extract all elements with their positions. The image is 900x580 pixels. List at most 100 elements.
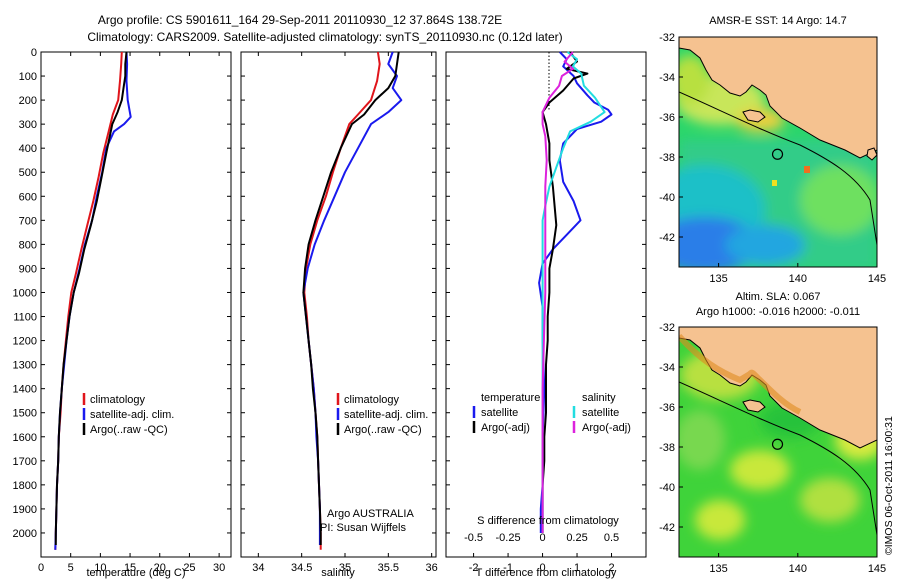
x-tick-label: 2	[608, 562, 614, 574]
difference-legend: temperature satellite Argo(-adj) salinit…	[472, 392, 631, 434]
sst-map-axes: 135 140 145 -32 -34 -36 -38 -40 -42	[659, 32, 886, 285]
sst-map-field	[679, 37, 877, 267]
legend-label-satellite: satellite-adj. clim.	[90, 409, 174, 421]
x-tick-label: 0	[539, 562, 545, 574]
sst-isobath	[679, 91, 877, 246]
temperature-xlabel: temperature (deg C)	[86, 567, 185, 579]
x-tick-label: 34.5	[291, 562, 312, 574]
top-x-tick-label: 0	[539, 532, 545, 544]
legend-label-argo: Argo(..raw -QC)	[90, 424, 168, 436]
y-tick-label: 800	[19, 239, 37, 251]
annotation-argo-australia: Argo AUSTRALIA	[327, 508, 414, 520]
y-tick-label: 1400	[13, 384, 37, 396]
x-tick-label: 10	[94, 562, 106, 574]
sla-coastal-band	[679, 334, 802, 415]
map-y-tick-label: -32	[659, 322, 675, 334]
map-y-tick-label: -32	[659, 32, 675, 44]
x-tick-label: 35.5	[378, 562, 399, 574]
kangaroo-island	[742, 109, 766, 123]
y-tick-label: 0	[31, 47, 37, 59]
map-y-tick-label: -36	[659, 112, 675, 124]
legend-label-t-argo: Argo(-adj)	[481, 422, 530, 434]
map-y-tick-label: -42	[659, 522, 675, 534]
y-tick-label: 900	[19, 263, 37, 275]
y-tick-label: 500	[19, 167, 37, 179]
y-tick-label: 1800	[13, 480, 37, 492]
y-tick-label: 1200	[13, 336, 37, 348]
x-tick-label: -1	[503, 562, 513, 574]
sla-map-field	[679, 327, 877, 557]
map-x-tick-label: 145	[868, 563, 886, 575]
top-x-tick-label: -0.25	[496, 532, 521, 544]
sla-argo-marker	[771, 438, 784, 450]
legend-label-s-satellite: satellite	[582, 407, 619, 419]
salinity-xlabel: salinity	[321, 567, 355, 579]
difference-panel: -2 -1 0 1 2 -0.5 -0.25 0 0.25 0.5 temperature sat…	[445, 51, 647, 579]
temperature-marks: 0100200300400500600700800900100011001200…	[13, 47, 231, 574]
series-line-argo-raw-qc-	[54, 51, 128, 545]
y-tick-label: 600	[19, 191, 37, 203]
map-x-tick-label: 135	[709, 273, 727, 285]
sla-map-title: Altim. SLA: 0.067	[736, 291, 821, 303]
legend-label-s-argo: Argo(-adj)	[582, 422, 631, 434]
series-line-s-argo-adj-	[541, 51, 574, 533]
sst-land-australia	[679, 37, 877, 159]
sla-map-axes: 135 140 145 -32 -34 -36 -38 -40 -42	[659, 322, 886, 575]
series-line-t-argo-adj-	[541, 51, 589, 533]
sla-field-high-3	[800, 478, 860, 522]
sst-map-frame	[678, 36, 878, 268]
map-y-tick-label: -38	[659, 442, 675, 454]
sla-map-frame	[678, 326, 878, 558]
sst-argo-marker	[771, 148, 784, 160]
temperature-panel: 0100200300400500600700800900100011001200…	[13, 47, 232, 579]
x-tick-label: 5	[68, 562, 74, 574]
sst-map-panel: AMSR-E SST: 14 Argo: 14.7 135 140 145 -32 -3…	[659, 15, 886, 285]
sla-field-high-1	[730, 450, 790, 490]
legend-label-t-satellite: satellite	[481, 407, 518, 419]
y-tick-label: 2000	[13, 528, 37, 540]
top-x-tick-label: 0.5	[604, 532, 619, 544]
y-tick-label: 700	[19, 215, 37, 227]
y-tick-label: 200	[19, 95, 37, 107]
top-x-tick-label: -0.5	[464, 532, 483, 544]
top-x-tick-label: 0.25	[566, 532, 587, 544]
difference-marks: -2 -1 0 1 2 -0.5 -0.25 0 0.25 0.5	[446, 51, 646, 574]
sst-hot-spot	[804, 166, 810, 173]
temperature-legend: climatology satellite-adj. clim. Argo(..…	[82, 393, 174, 436]
x-tick-label: 34	[252, 562, 264, 574]
map-y-tick-label: -42	[659, 232, 675, 244]
legend-label-argo: Argo(..raw -QC)	[344, 424, 422, 436]
map-x-tick-label: 140	[789, 273, 807, 285]
series-line-argo-raw-qc-	[302, 51, 400, 545]
map-y-tick-label: -38	[659, 152, 675, 164]
sla-field-high-2	[695, 500, 745, 540]
x-tick-label: 30	[213, 562, 225, 574]
y-tick-label: 1500	[13, 408, 37, 420]
x-tick-label: 15	[124, 562, 136, 574]
map-x-tick-label: 140	[789, 563, 807, 575]
imos-stamp: ©IMOS 06-Oct-2011 16:00:31	[883, 416, 895, 555]
x-tick-label: -2	[469, 562, 479, 574]
y-tick-label: 1900	[13, 504, 37, 516]
y-tick-label: 400	[19, 143, 37, 155]
sst-land-islet	[866, 147, 877, 161]
map-y-tick-label: -40	[659, 192, 675, 204]
kangaroo-island	[742, 399, 766, 413]
sla-isobath	[679, 381, 877, 536]
map-y-tick-label: -34	[659, 362, 675, 374]
map-y-tick-label: -34	[659, 72, 675, 84]
sst-field-cold-east	[725, 225, 805, 265]
map-x-tick-label: 135	[709, 563, 727, 575]
x-tick-label: 25	[183, 562, 195, 574]
difference-xlabel: T difference from climatology	[476, 567, 617, 579]
sst-map-title: AMSR-E SST: 14 Argo: 14.7	[709, 15, 847, 27]
annotation-pi: PI: Susan Wijffels	[320, 522, 406, 534]
sst-warm-spot	[772, 180, 777, 186]
y-tick-label: 1600	[13, 432, 37, 444]
legend-title-salinity: salinity	[582, 392, 616, 404]
legend-label-climatology: climatology	[344, 394, 400, 406]
figure-title-line1: Argo profile: CS 5901611_164 29-Sep-2011…	[98, 13, 502, 27]
sla-field-west-mid	[679, 410, 725, 470]
y-tick-label: 1700	[13, 456, 37, 468]
